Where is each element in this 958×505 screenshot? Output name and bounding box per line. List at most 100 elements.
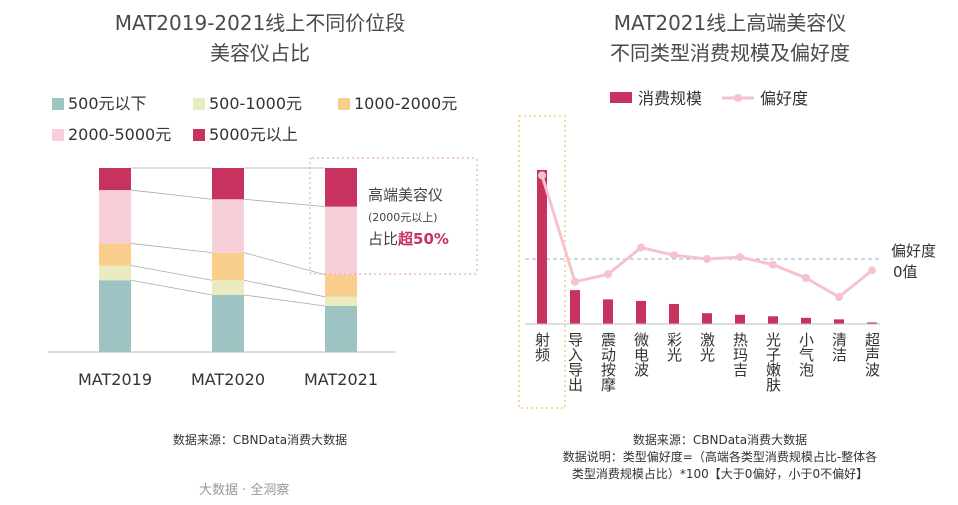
x-tick-labels: MAT2019 MAT2020 MAT2021 — [78, 370, 378, 389]
legend-line-marker — [734, 94, 742, 102]
left-footer: 大数据 · 全洞察 — [199, 483, 290, 498]
line-point — [868, 266, 876, 275]
right-title-line2: 不同类型消费规模及偏好度 — [610, 41, 850, 65]
bar — [636, 300, 646, 324]
bar — [867, 322, 877, 324]
zero-label-line1: 偏好度 — [891, 242, 936, 260]
x-tick-label: 小气泡 — [797, 332, 815, 377]
callout-prefix: 占比 — [368, 230, 398, 248]
left-source: 数据来源：CBNData消费大数据 — [172, 433, 348, 447]
bar-segment — [99, 168, 131, 191]
bar — [603, 299, 613, 324]
line-point — [637, 243, 645, 252]
x-tick-label: 光子嫩肤 — [764, 332, 782, 393]
callout-box — [309, 157, 478, 275]
bar-segment — [325, 206, 357, 275]
left-title-line1: MAT2019-2021线上不同价位段 — [114, 11, 406, 35]
bar — [570, 290, 580, 324]
bar — [669, 303, 679, 324]
right-chart-title: MAT2021线上高端美容仪 不同类型消费规模及偏好度 — [520, 8, 940, 68]
bar-connectors — [130, 167, 326, 307]
preference-line — [540, 174, 873, 299]
bar — [537, 170, 547, 324]
line-point — [538, 171, 546, 180]
x-tick-label: 微电波 — [632, 332, 650, 377]
right-title-line1: MAT2021线上高端美容仪 — [613, 11, 847, 35]
stacked-bar-chart: MAT2019 MAT2020 MAT2021 高端美容仪 (2000元以上) 占比… — [48, 157, 478, 389]
line-point — [736, 253, 744, 262]
zero-label-line2: 0值 — [893, 263, 918, 281]
legend-swatch — [338, 98, 350, 110]
bar-segment — [325, 168, 357, 207]
callout-line2: (2000元以上) — [368, 211, 438, 224]
bar-segment — [325, 296, 357, 306]
bars-group — [99, 168, 357, 352]
connector-line — [243, 198, 326, 208]
legend-swatch — [193, 98, 205, 110]
bar — [735, 314, 745, 324]
bar-segment — [99, 265, 131, 281]
left-title-line2: 美容仪占比 — [210, 41, 310, 65]
bars-group — [537, 170, 877, 324]
bar — [702, 313, 712, 324]
x-tick-label: 热玛吉 — [731, 332, 749, 377]
x-tick-label: MAT2020 — [191, 370, 265, 389]
x-tick-label: 导入导出 — [566, 332, 584, 392]
x-tick-label: 超声波 — [863, 332, 881, 377]
bar-segment — [325, 274, 357, 297]
right-note-line1: 数据说明：类型偏好度=（高端各类型消费规模占比-整体各 — [562, 450, 878, 464]
right-source: 数据来源：CBNData消费大数据 — [632, 433, 808, 447]
combo-bar-line-chart: 消费规模 偏好度 偏好度 0值 射频 导入导出 震动按摩 微电波 彩光 激光 热玛吉 光子嫩肤… — [518, 89, 936, 409]
callout-line3: 占比超50% — [368, 230, 449, 248]
bar — [801, 317, 811, 324]
right-note-line2: 类型消费规模占比）*100【大于0偏好，小于0不偏好】 — [571, 467, 869, 481]
x-tick-label: 射频 — [533, 332, 551, 362]
legend-item-500-1000: 500-1000元 — [193, 90, 302, 114]
connector-line — [130, 243, 213, 254]
connector-line — [130, 265, 213, 281]
bar-segment — [212, 280, 244, 295]
connector-line — [130, 189, 213, 200]
callout-highlight: 超50% — [397, 230, 449, 248]
highlight-box — [518, 115, 566, 409]
callout-line1: 高端美容仪 — [368, 186, 443, 204]
x-tick-label: 震动按摩 — [599, 332, 617, 392]
x-tick-label: MAT2021 — [304, 370, 378, 389]
line-point — [769, 260, 777, 269]
x-tick-label: 激光 — [698, 332, 716, 363]
line-point — [604, 270, 612, 279]
bar-segment — [212, 294, 244, 352]
line-point — [835, 293, 843, 301]
legend-bar-swatch — [610, 92, 632, 103]
bar-segment — [99, 280, 131, 352]
line-point — [802, 274, 810, 282]
legend-swatch — [193, 129, 205, 141]
legend-bar-label: 消费规模 — [638, 89, 702, 108]
bar-segment — [99, 190, 131, 244]
connector-line — [243, 279, 326, 298]
bar-segment — [212, 168, 244, 200]
left-legend: 500元以下 500-1000元 1000-2000元 2000-5000元 5… — [0, 0, 480, 150]
bar-segment — [325, 306, 357, 352]
x-tick-label: MAT2019 — [78, 370, 152, 389]
bar — [768, 316, 778, 324]
legend-item-1000-2000: 1000-2000元 — [338, 90, 457, 114]
legend-swatch — [52, 98, 64, 110]
bar-segment — [212, 199, 244, 253]
bar-segment — [99, 243, 131, 266]
line-point — [670, 251, 678, 260]
legend-item-2000-5000: 2000-5000元 — [52, 121, 171, 145]
connector-line — [130, 279, 213, 296]
line-point — [571, 277, 579, 286]
connector-line — [243, 294, 326, 307]
bar — [834, 319, 844, 324]
line-point — [703, 255, 711, 263]
connector-line — [243, 252, 326, 276]
preference-points — [538, 171, 876, 301]
x-tick-label: 清洁 — [830, 332, 848, 362]
legend-swatch — [52, 129, 64, 141]
legend-item-500-below: 500元以下 — [52, 90, 147, 114]
legend-line-label: 偏好度 — [760, 89, 808, 108]
bar-segment — [212, 252, 244, 281]
legend-item-5000-above: 5000元以上 — [193, 121, 298, 145]
